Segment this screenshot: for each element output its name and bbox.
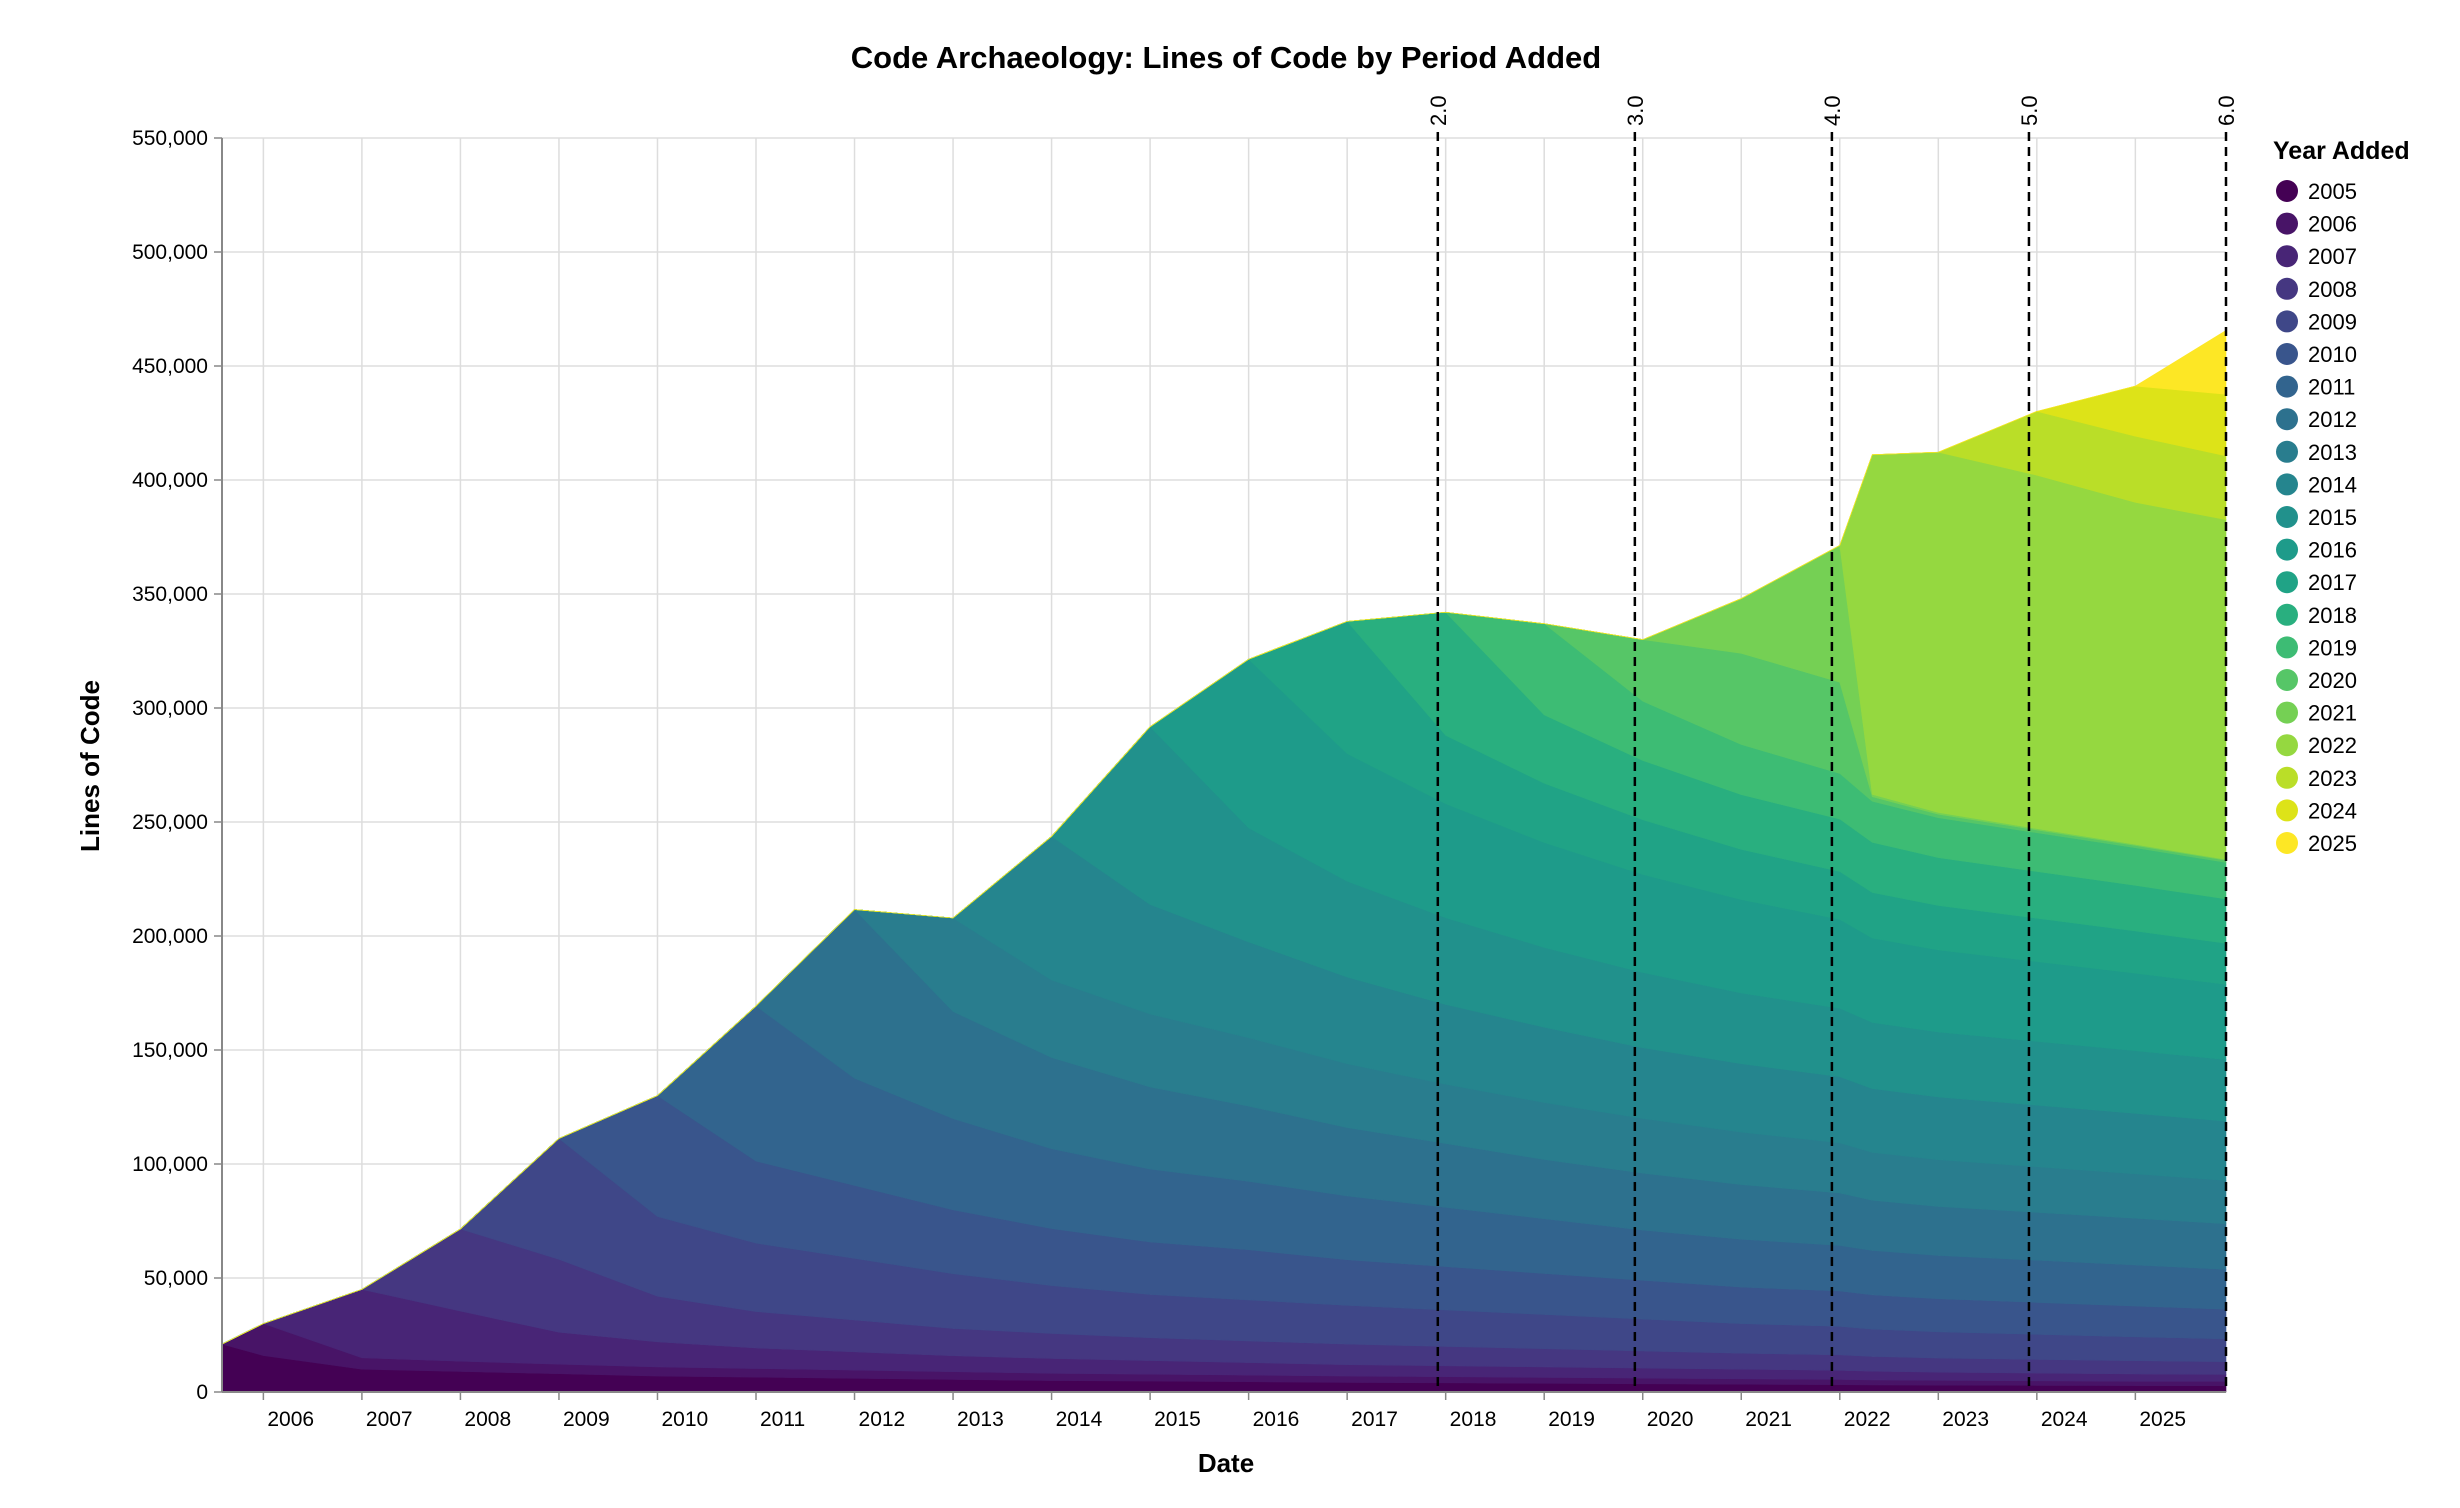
- chart-title: Code Archaeology: Lines of Code by Perio…: [851, 40, 1601, 75]
- legend-label: 2006: [2308, 212, 2357, 237]
- legend-swatch: [2276, 343, 2298, 365]
- legend-swatch: [2276, 799, 2298, 822]
- legend-label: 2014: [2308, 472, 2357, 497]
- stacked-areas: [221, 329, 2227, 1393]
- legend-swatch: [2276, 506, 2298, 528]
- legend-label: 2024: [2308, 798, 2357, 823]
- legend-swatch: [2276, 180, 2298, 202]
- legend-swatch: [2276, 440, 2298, 463]
- x-tick-label: 2012: [859, 1408, 906, 1431]
- legend-label: 2019: [2308, 635, 2357, 660]
- legend-label: 2016: [2308, 538, 2357, 563]
- x-axis-title: Date: [1198, 1448, 1254, 1478]
- x-tick-label: 2022: [1844, 1408, 1891, 1431]
- y-tick-label: 50,000: [144, 1267, 208, 1290]
- legend-swatch: [2276, 636, 2298, 659]
- release-label: 4.0: [1820, 95, 1845, 126]
- legend-label: 2025: [2308, 831, 2357, 856]
- y-tick-label: 150,000: [132, 1039, 208, 1062]
- legend-label: 2021: [2308, 701, 2357, 726]
- x-tick-label: 2016: [1253, 1408, 1300, 1431]
- legend: 2005 2006 2007 2008 2009 2010 2011 2012 2013 2014…: [2276, 179, 2357, 856]
- x-tick-label: 2018: [1450, 1408, 1497, 1431]
- y-axis-title: Lines of Code: [75, 680, 105, 852]
- legend-label: 2005: [2308, 179, 2357, 204]
- legend-swatch: [2276, 766, 2298, 789]
- x-tick-label: 2013: [957, 1408, 1004, 1431]
- x-tick-label: 2007: [366, 1408, 413, 1431]
- x-tick-label: 2009: [563, 1408, 610, 1431]
- x-tick-label: 2025: [2139, 1408, 2186, 1431]
- legend-label: 2009: [2308, 309, 2357, 334]
- y-tick-label: 100,000: [132, 1153, 208, 1176]
- legend-label: 2008: [2308, 277, 2357, 302]
- legend-swatch: [2276, 669, 2298, 691]
- legend-swatch: [2276, 245, 2298, 268]
- release-label: 5.0: [2017, 95, 2042, 126]
- legend-swatch: [2276, 603, 2298, 626]
- y-tick-label: 200,000: [132, 925, 208, 948]
- legend-label: 2015: [2308, 505, 2357, 530]
- legend-label: 2012: [2308, 407, 2357, 432]
- y-tick-label: 300,000: [132, 697, 208, 720]
- legend-swatch: [2276, 538, 2298, 561]
- legend-label: 2010: [2308, 342, 2357, 367]
- legend-swatch: [2276, 701, 2298, 724]
- x-tick-label: 2020: [1647, 1408, 1694, 1431]
- release-label: 2.0: [1426, 95, 1451, 126]
- legend-label: 2011: [2308, 375, 2355, 400]
- legend-label: 2007: [2308, 244, 2357, 269]
- legend-label: 2017: [2308, 570, 2357, 595]
- x-tick-label: 2023: [1942, 1408, 1989, 1431]
- legend-label: 2022: [2308, 733, 2357, 758]
- legend-swatch: [2276, 571, 2298, 594]
- release-label: 3.0: [1623, 95, 1648, 126]
- x-tick-label: 2024: [2041, 1408, 2088, 1431]
- axes: 0 50,000 100,000 150,000 200,000 250,000 300,0…: [132, 127, 2226, 1431]
- release-markers: 2.0 3.0 4.0 5.0 6.0: [1426, 95, 2239, 1392]
- legend-label: 2020: [2308, 668, 2357, 693]
- x-tick-label: 2010: [661, 1408, 708, 1431]
- release-label: 6.0: [2214, 95, 2239, 126]
- legend-swatch: [2276, 734, 2298, 757]
- legend-swatch: [2276, 473, 2298, 496]
- x-tick-label: 2014: [1056, 1408, 1103, 1431]
- x-tick-label: 2017: [1351, 1408, 1398, 1431]
- y-tick-label: 250,000: [132, 811, 208, 834]
- y-tick-label: 400,000: [132, 469, 208, 492]
- x-tick-label: 2008: [464, 1408, 511, 1431]
- legend-swatch: [2276, 277, 2298, 300]
- x-tick-label: 2021: [1745, 1408, 1792, 1431]
- legend-swatch: [2276, 832, 2298, 854]
- legend-title: Year Added: [2273, 137, 2410, 165]
- y-tick-label: 350,000: [132, 583, 208, 606]
- y-tick-label: 450,000: [132, 355, 208, 378]
- y-tick-label: 500,000: [132, 241, 208, 264]
- legend-swatch: [2276, 375, 2298, 398]
- y-tick-label: 0: [196, 1381, 208, 1404]
- legend-label: 2013: [2308, 440, 2357, 465]
- legend-swatch: [2276, 310, 2298, 333]
- y-tick-label: 550,000: [132, 127, 208, 150]
- legend-label: 2018: [2308, 603, 2357, 628]
- legend-swatch: [2276, 212, 2298, 235]
- x-tick-label: 2011: [760, 1408, 805, 1431]
- x-tick-label: 2015: [1154, 1408, 1201, 1431]
- x-tick-label: 2019: [1548, 1408, 1595, 1431]
- x-tick-label: 2006: [267, 1408, 314, 1431]
- legend-label: 2023: [2308, 766, 2357, 791]
- legend-swatch: [2276, 408, 2298, 431]
